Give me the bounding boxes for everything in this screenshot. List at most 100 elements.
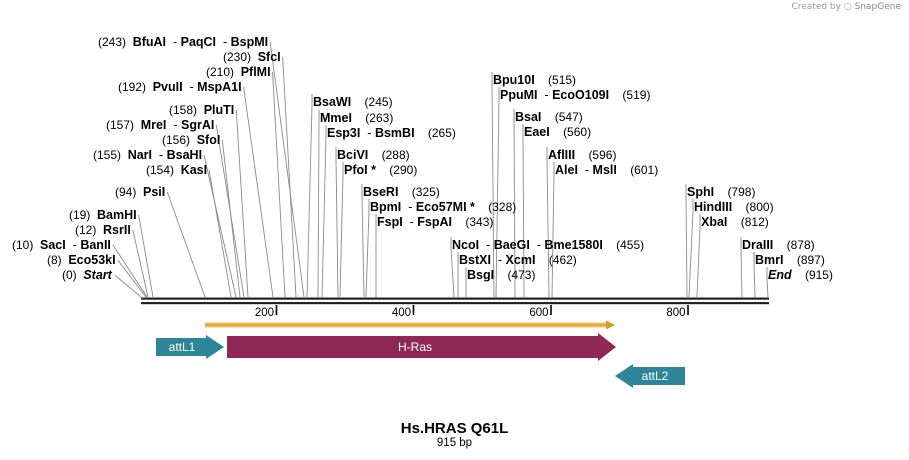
enzyme-site-ncoi[interactable]: NcoI - BaeGI - Bme1580I (455): [452, 238, 644, 252]
enzyme-site-label: Bpu10I (515): [493, 73, 576, 87]
enzyme-site-label: PpuMI - EcoO109I (519): [500, 88, 650, 102]
enzyme-site-kasi[interactable]: (154) KasI: [146, 163, 207, 177]
sequence-backbone: [141, 297, 769, 305]
enzyme-name: XcmI: [506, 253, 536, 267]
cut-line: [495, 87, 500, 298]
enzyme-site-draiii[interactable]: DraIII (878): [742, 238, 815, 252]
cut-position: (325): [412, 185, 440, 199]
feature-attL2[interactable]: attL2: [615, 364, 685, 388]
enzyme-site-esp3i[interactable]: Esp3I - BsmBI (265): [327, 126, 456, 140]
enzyme-site-bamhi[interactable]: (19) BamHI: [69, 208, 137, 222]
name-separator: -: [166, 118, 181, 132]
cut-position: (155): [93, 148, 121, 162]
enzyme-site-saci[interactable]: (10) SacI - BanII: [12, 238, 111, 252]
name-separator: -: [403, 215, 418, 229]
feature-hras[interactable]: H-Ras: [227, 333, 616, 361]
feature-attL1[interactable]: attL1: [156, 335, 224, 359]
enzyme-site-alei[interactable]: AleI - MslI (601): [555, 163, 658, 177]
enzyme-name: Esp3I: [327, 126, 360, 140]
enzyme-site-sphi[interactable]: SphI (798): [687, 185, 755, 199]
enzyme-site-bpu10i[interactable]: Bpu10I (515): [493, 73, 576, 87]
enzyme-name: HindIII: [694, 200, 732, 214]
cut-position: (519): [622, 88, 650, 102]
enzyme-name: BciVI: [337, 148, 368, 162]
enzyme-site-nari[interactable]: (155) NarI - BsaHI: [93, 148, 202, 162]
cut-line: [112, 244, 148, 298]
cut-position: (800): [746, 200, 774, 214]
cut-line: [208, 169, 232, 298]
enzyme-site-pvuii[interactable]: (192) PvuII - MspA1I: [118, 80, 242, 94]
enzyme-name: PsiI: [143, 185, 165, 199]
enzyme-site-label: Esp3I - BsmBI (265): [327, 126, 456, 140]
enzyme-site-bmri[interactable]: BmrI (897): [755, 253, 825, 267]
cut-line: [740, 237, 743, 298]
name-separator: -: [538, 88, 553, 102]
enzyme-site-pflmi[interactable]: (210) PflMI: [206, 65, 271, 79]
tick-label-200: 200: [255, 307, 274, 319]
name-separator: -: [360, 126, 375, 140]
enzyme-site-bfuai[interactable]: (243) BfuAI - PaqCI - BspMI: [98, 35, 268, 49]
enzyme-site-label: DraIII (878): [742, 238, 815, 252]
cut-position: (158): [169, 103, 197, 117]
enzyme-site-label: BseRI (325): [363, 185, 440, 199]
enzyme-site-bsawi[interactable]: BsaWI (245): [313, 95, 393, 109]
enzyme-site-pfoi[interactable]: PfoI * (290): [344, 163, 417, 177]
enzyme-site-fspi[interactable]: FspI - FspAI (343): [377, 215, 493, 229]
enzyme-site-label: (8) Eco53kI: [47, 253, 116, 267]
cut-line: [138, 214, 154, 298]
cut-line: [546, 147, 550, 298]
enzyme-site-label: (12) RsrII: [75, 223, 131, 237]
enzyme-site-pluti[interactable]: (158) PluTI: [169, 103, 234, 117]
enzyme-site-mmei[interactable]: MmeI (263): [320, 111, 393, 125]
enzyme-site-eco53ki[interactable]: (8) Eco53kI: [47, 253, 116, 267]
name-separator: -: [152, 148, 167, 162]
enzyme-site-mrei[interactable]: (157) MreI - SgrAI: [106, 118, 214, 132]
enzyme-site-bcivi[interactable]: BciVI (288): [337, 148, 410, 162]
scale-ticks: 200 400 600 800: [255, 305, 689, 319]
enzyme-site-afliii[interactable]: AflIII (596): [548, 148, 616, 162]
enzyme-site-bsgi[interactable]: BsgI (473): [467, 268, 535, 282]
enzyme-site-bsai[interactable]: BsaI (547): [515, 110, 583, 124]
enzyme-site-eaei[interactable]: EaeI (560): [524, 125, 591, 139]
enzyme-name: BspMI: [231, 35, 269, 49]
enzyme-site-label: AleI - MslI (601): [555, 163, 658, 177]
cut-position: (265): [428, 126, 456, 140]
enzyme-name: FspI: [377, 215, 403, 229]
enzyme-name: FspAI: [417, 215, 452, 229]
enzyme-site-label: NcoI - BaeGI - Bme1580I (455): [452, 238, 644, 252]
enzyme-site-label: (210) PflMI: [206, 65, 271, 79]
enzyme-site-bseri[interactable]: BseRI (325): [363, 185, 440, 199]
enzyme-site-bstxi[interactable]: BstXI - XcmI (462): [459, 253, 577, 267]
enzyme-site-xbai[interactable]: XbaI (812): [701, 215, 769, 229]
enzyme-site-sfoi[interactable]: (156) SfoI: [162, 133, 220, 147]
name-separator: -: [66, 238, 81, 252]
cut-line: [685, 184, 688, 298]
cut-position: (343): [465, 215, 493, 229]
cut-line: [235, 109, 249, 298]
cut-line: [688, 199, 694, 298]
enzyme-name: MspA1I: [197, 80, 241, 94]
enzyme-name: Bme1580I: [544, 238, 602, 252]
cut-line: [696, 214, 701, 298]
enzyme-name: BpmI: [370, 200, 401, 214]
enzyme-site-label: (157) MreI - SgrAI: [106, 118, 214, 132]
enzyme-name: Eco57MI *: [416, 200, 475, 214]
cut-line: [339, 162, 344, 298]
name-separator: -: [401, 200, 416, 214]
enzyme-site-label: EaeI (560): [524, 125, 591, 139]
enzyme-site-ppumi[interactable]: PpuMI - EcoO109I (519): [500, 88, 650, 102]
enzyme-site-psii[interactable]: (94) PsiI: [115, 185, 165, 199]
enzyme-site-start[interactable]: (0) Start: [62, 268, 113, 282]
name-separator: -: [216, 35, 231, 49]
enzyme-site-label: BmrI (897): [755, 253, 825, 267]
enzyme-site-end[interactable]: End (915): [768, 268, 833, 282]
enzyme-site-label: (154) KasI: [146, 163, 207, 177]
snapgene-credit: Created by ○ SnapGene: [791, 2, 901, 12]
enzyme-site-label: FspI - FspAI (343): [377, 215, 493, 229]
cut-position: (462): [549, 253, 577, 267]
enzyme-site-sfci[interactable]: (230) SfcI: [223, 50, 281, 64]
enzyme-site-rsrii[interactable]: (12) RsrII: [75, 223, 131, 237]
enzyme-site-bpmi[interactable]: BpmI - Eco57MI * (328): [370, 200, 516, 214]
enzyme-site-label: BsaWI (245): [313, 95, 393, 109]
enzyme-site-hindiii[interactable]: HindIII (800): [694, 200, 774, 214]
